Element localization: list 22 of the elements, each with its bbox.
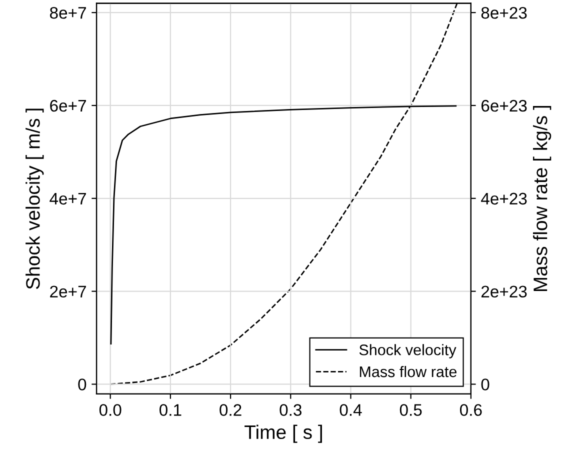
x-tick-label: 0.6 [460,404,482,416]
x-tick-label: 0.2 [220,404,242,416]
y-tick-label: 4e+7 [50,192,86,205]
x-tick-label: 0.5 [400,404,422,416]
y-tick-label: 0 [78,378,86,390]
y2-tick-label: 8e+23 [481,6,527,19]
x-tick-label: 0.1 [160,404,182,416]
y2-tick-label: 4e+23 [481,192,527,205]
y-tick-label: 8e+7 [50,6,86,19]
y2-axis-title: Mass flow rate [ kg/s ] [533,106,552,292]
y2-tick-label: 6e+23 [481,100,527,112]
y2-tick-label: 2e+23 [481,286,527,298]
legend-label: Shock velocity [359,344,456,358]
x-axis-title: Time [ s ] [244,424,322,443]
y-tick-label: 2e+7 [50,286,86,298]
y-axis-title: Shock velocity [ m/s ] [26,108,44,290]
x-tick-label: 0.4 [340,404,362,416]
x-tick-label: 0.0 [99,404,122,416]
y2-tick-label: 0 [481,378,490,390]
y-tick-label: 6e+7 [50,100,86,112]
x-tick-label: 0.3 [280,404,302,416]
legend-label: Mass flow rate [360,366,456,378]
